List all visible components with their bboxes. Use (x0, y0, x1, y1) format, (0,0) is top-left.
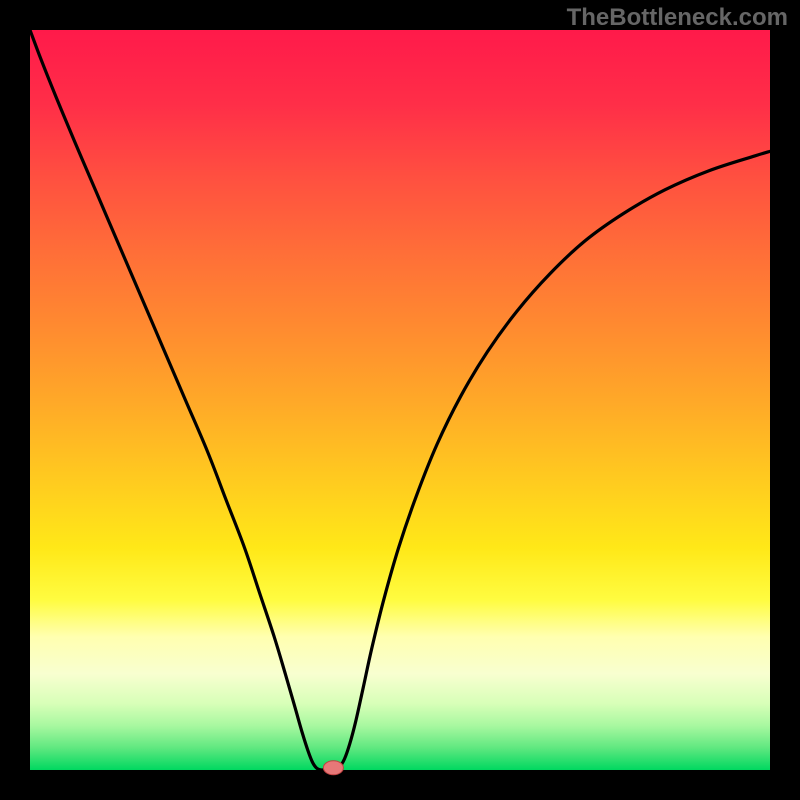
plot-area (30, 30, 770, 770)
optimal-point-marker (323, 761, 343, 775)
attribution-label: TheBottleneck.com (567, 4, 788, 32)
chart-container: TheBottleneck.com (0, 0, 800, 800)
bottleneck-chart (0, 0, 800, 800)
